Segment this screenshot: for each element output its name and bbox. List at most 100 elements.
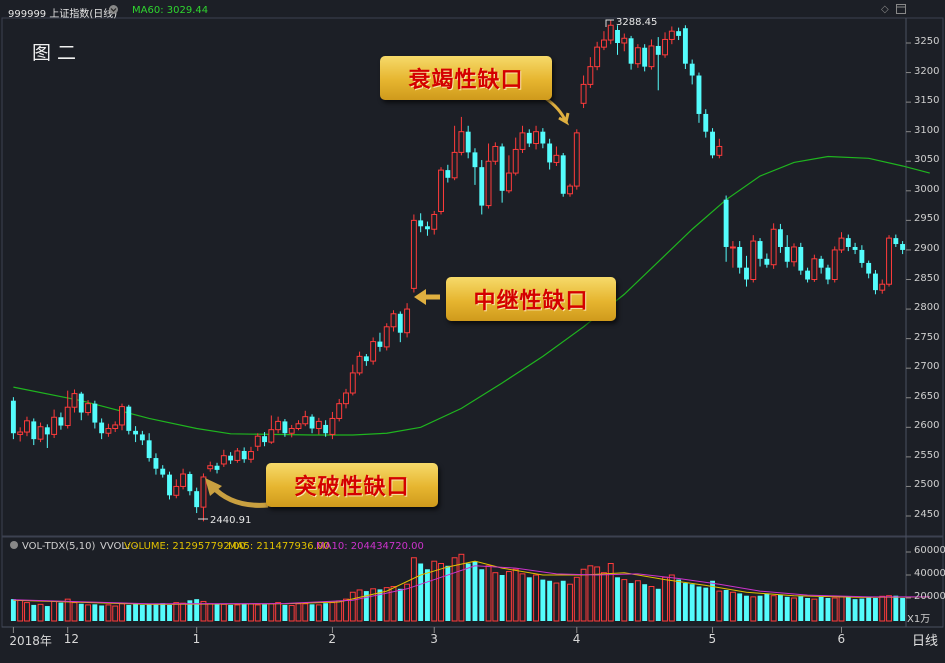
price-tick-label: 2650 — [914, 390, 940, 402]
window-icon[interactable] — [896, 4, 906, 17]
candle-body-up — [234, 450, 241, 461]
candle-body-up — [288, 427, 295, 434]
candle-body-up — [600, 39, 607, 48]
candle-body-down — [228, 455, 234, 461]
price-tick-label: 2550 — [914, 449, 940, 461]
candle — [458, 116, 465, 156]
date-tick-label: 12 — [63, 632, 79, 646]
volume-bar-up — [370, 588, 377, 622]
candle — [852, 242, 858, 255]
settings-circle-icon[interactable] — [108, 4, 119, 18]
volume-bar-up — [770, 595, 777, 622]
volume-bar-down — [696, 586, 702, 621]
candle-body-up — [634, 47, 641, 65]
volume-bar-up — [180, 602, 187, 622]
volume-bar-down — [146, 604, 152, 621]
volume-bar-up — [302, 603, 309, 622]
candle-body-down — [845, 238, 851, 247]
candle-body-down — [710, 131, 715, 156]
candle-body-down — [655, 45, 661, 55]
volume-bar-up — [438, 563, 444, 622]
diamond-icon[interactable]: ◇ — [881, 4, 889, 15]
volume-bar-down — [465, 563, 471, 621]
date-tick-label: 4 — [572, 632, 581, 646]
candle — [44, 424, 50, 449]
candle — [465, 125, 471, 159]
volume-bar-down — [126, 604, 132, 621]
candle — [805, 267, 811, 283]
candle — [600, 31, 607, 51]
volume-bar-up — [112, 605, 119, 622]
volume-bar-down — [526, 577, 532, 621]
volume-bar-up — [811, 598, 818, 622]
volume-unit-label: X1万 — [907, 614, 931, 625]
candle — [282, 419, 288, 437]
candle-body-down — [445, 170, 451, 178]
candle-body-up — [180, 473, 187, 487]
candle — [329, 411, 336, 440]
candle — [241, 447, 247, 463]
volume-bar-up — [716, 590, 723, 622]
candle — [234, 448, 241, 463]
price-tick-label: 3050 — [914, 154, 940, 166]
candle-body-down — [560, 155, 566, 194]
volume-bar-up — [600, 572, 607, 622]
candle-body-up — [668, 30, 675, 40]
candle — [78, 391, 84, 421]
volume-bar-down — [900, 598, 906, 621]
candle — [383, 323, 390, 351]
volume-bar-up — [662, 576, 668, 622]
candle-body-down — [363, 356, 369, 362]
volume-bar-down — [540, 579, 546, 621]
candle-body-up — [254, 435, 261, 447]
candle — [873, 270, 878, 295]
candle-body-down — [628, 38, 634, 64]
candle — [302, 410, 309, 427]
candle-body-up — [329, 417, 336, 435]
candle-body-up — [410, 219, 417, 289]
volume-bar-up — [634, 580, 641, 622]
ma5-value-label: MA5: 211477936.00 — [228, 541, 330, 552]
candle — [200, 473, 207, 522]
candle — [607, 20, 614, 45]
period-tab-daily[interactable]: 日线 — [912, 634, 939, 649]
candle — [648, 39, 655, 70]
candle-body-up — [587, 66, 594, 85]
candle-body-up — [580, 83, 587, 104]
candle — [268, 415, 275, 444]
candle — [737, 241, 743, 274]
candle — [757, 238, 763, 267]
candle-body-up — [533, 131, 540, 145]
volume-bar-down — [499, 575, 505, 621]
candle-body-down — [859, 249, 865, 263]
candle-body-up — [485, 160, 492, 207]
candle-body-up — [105, 427, 112, 434]
volume-bar-down — [167, 604, 172, 621]
candle-body-down — [499, 146, 505, 191]
vol-settings-icon[interactable] — [9, 540, 19, 553]
candle-body-down — [187, 474, 193, 492]
candle — [37, 422, 44, 443]
candle-body-up — [315, 420, 322, 429]
volume-bar-up — [594, 566, 601, 622]
volume-bar-up — [580, 568, 587, 622]
candle — [499, 143, 505, 203]
candle-body-down — [805, 270, 811, 280]
candle-body-up — [248, 451, 254, 460]
volume-bar-down — [764, 593, 770, 621]
candle — [133, 426, 139, 443]
ma10-line — [13, 565, 930, 605]
candle-body-up — [886, 237, 892, 285]
price-tick-label: 2450 — [914, 509, 940, 520]
candle — [505, 155, 512, 194]
candle-body-up — [17, 431, 24, 435]
candle-body-down — [58, 417, 64, 426]
volume-bar-up — [492, 572, 499, 622]
candle — [336, 398, 343, 422]
volume-bar-up — [410, 557, 417, 622]
candle-body-down — [31, 421, 37, 440]
candle — [194, 487, 200, 514]
candle — [248, 446, 254, 463]
candle — [220, 449, 227, 467]
runaway-gap-callout: 中继性缺口 — [446, 277, 616, 321]
